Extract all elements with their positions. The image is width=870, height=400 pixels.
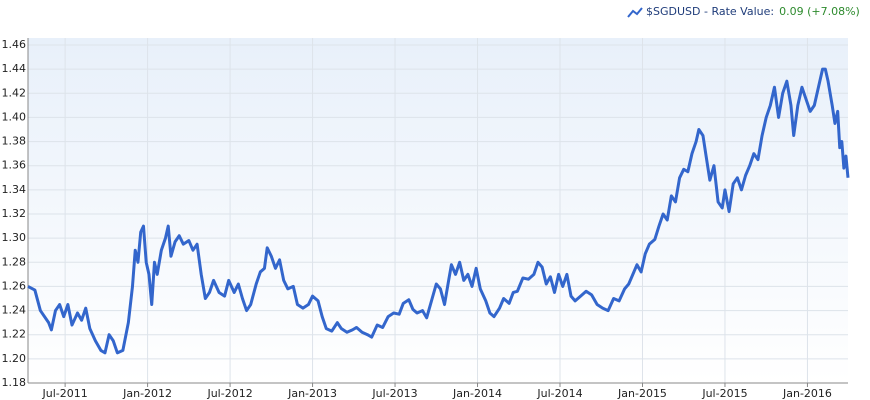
- x-tick-label: Jan-2015: [617, 387, 667, 400]
- y-tick-label: 1.18: [2, 376, 27, 389]
- x-tick-label: Jul-2015: [701, 387, 747, 400]
- legend-value: 0.09 (+7.08%): [779, 5, 860, 18]
- series-line: [27, 67, 850, 355]
- y-tick-label: 1.26: [2, 279, 27, 292]
- y-tick-label: 1.22: [2, 328, 27, 341]
- y-tick-label: 1.34: [2, 183, 27, 196]
- legend-icon: [627, 7, 643, 18]
- x-tick-label: Jan-2016: [782, 387, 832, 400]
- y-tick-label: 1.24: [2, 304, 27, 317]
- y-tick-label: 1.36: [2, 159, 27, 172]
- plot-area: [28, 38, 848, 383]
- y-tick-label: 1.32: [2, 207, 27, 220]
- y-tick-label: 1.20: [2, 352, 27, 365]
- y-tick-label: 1.44: [2, 62, 27, 75]
- legend-label: $SGDUSD - Rate Value:: [646, 5, 774, 18]
- x-tick-label: Jul-2013: [371, 387, 417, 400]
- x-tick-label: Jul-2011: [41, 387, 87, 400]
- y-tick-label: 1.40: [2, 110, 27, 123]
- legend: $SGDUSD - Rate Value: 0.09 (+7.08%): [627, 5, 860, 18]
- x-tick-label: Jul-2014: [536, 387, 582, 400]
- y-tick-label: 1.46: [2, 38, 27, 51]
- x-tick-label: Jul-2012: [206, 387, 252, 400]
- y-tick-label: 1.42: [2, 86, 27, 99]
- y-tick-label: 1.28: [2, 255, 27, 268]
- x-tick-label: Jan-2013: [287, 387, 337, 400]
- x-tick-label: Jan-2014: [452, 387, 502, 400]
- y-tick-label: 1.38: [2, 135, 27, 148]
- x-tick-label: Jan-2012: [122, 387, 172, 400]
- y-tick-label: 1.30: [2, 231, 27, 244]
